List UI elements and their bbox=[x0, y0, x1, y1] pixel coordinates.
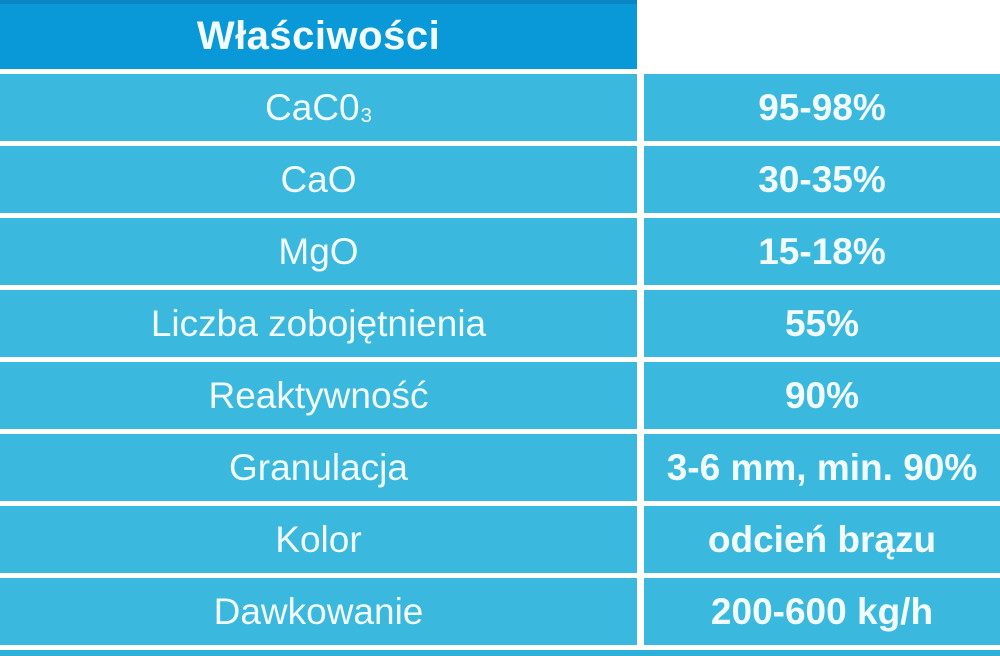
property-value: odcień brązu bbox=[707, 518, 937, 560]
property-label: Granulacja bbox=[229, 446, 408, 488]
property-label-cell: CaO bbox=[0, 146, 637, 213]
property-label: Kolor bbox=[275, 518, 362, 560]
property-value-cell: 95-98% bbox=[644, 74, 1000, 141]
property-value-cell: 90% bbox=[644, 362, 1000, 429]
property-value: 15-18% bbox=[758, 230, 886, 272]
property-value: 3-6 mm, min. 90% bbox=[666, 446, 978, 488]
property-value-cell: 55% bbox=[644, 290, 1000, 357]
property-label: CaC0 bbox=[265, 86, 360, 128]
property-label: Dawkowanie bbox=[213, 590, 424, 632]
header-spacer bbox=[644, 0, 1000, 69]
property-label-cell: Granulacja bbox=[0, 434, 637, 501]
table-header-label: Właściwości bbox=[196, 14, 441, 58]
property-value-cell: 3-6 mm, min. 90% bbox=[644, 434, 1000, 501]
bottom-edge-strip bbox=[0, 650, 1000, 656]
property-label: MgO bbox=[278, 230, 359, 272]
property-label-cell: MgO bbox=[0, 218, 637, 285]
property-value: 200-600 kg/h bbox=[710, 590, 934, 632]
property-value: 30-35% bbox=[758, 158, 886, 200]
property-value: 55% bbox=[784, 302, 860, 344]
property-value-cell: 30-35% bbox=[644, 146, 1000, 213]
property-label-cell: Dawkowanie bbox=[0, 578, 637, 645]
property-label-cell: Liczba zobojętnienia bbox=[0, 290, 637, 357]
property-value-cell: odcień brązu bbox=[644, 506, 1000, 573]
property-label-subscript: 3 bbox=[360, 104, 372, 127]
property-label-cell: Kolor bbox=[0, 506, 637, 573]
property-label-cell: CaC0 3 bbox=[0, 74, 637, 141]
table-header-cell: Właściwości bbox=[0, 0, 637, 69]
property-label-cell: Reaktywność bbox=[0, 362, 637, 429]
property-value-cell: 15-18% bbox=[644, 218, 1000, 285]
property-value-cell: 200-600 kg/h bbox=[644, 578, 1000, 645]
property-label: CaO bbox=[280, 158, 357, 200]
property-value: 95-98% bbox=[758, 86, 886, 128]
property-label: Liczba zobojętnienia bbox=[150, 302, 487, 344]
property-value: 90% bbox=[784, 374, 860, 416]
property-label: Reaktywność bbox=[208, 374, 429, 416]
